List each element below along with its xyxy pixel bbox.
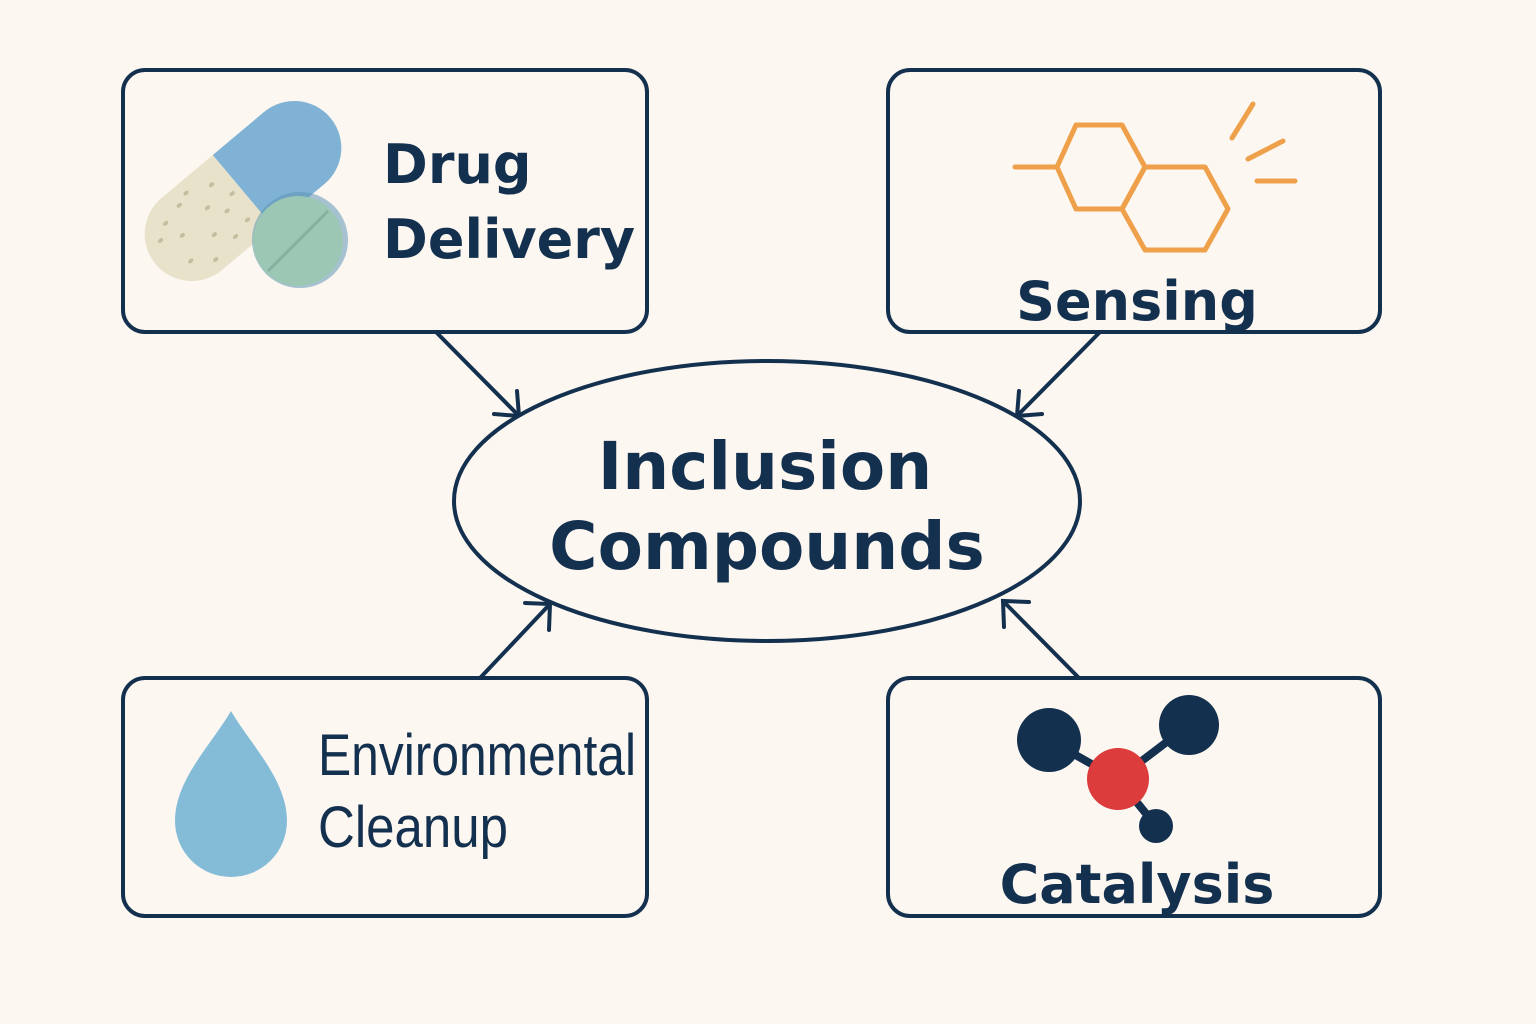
environmental-cleanup-label-line1: Environmental xyxy=(318,723,636,788)
center-node: Inclusion Compounds xyxy=(452,359,1082,643)
sensing-frame xyxy=(886,68,1382,334)
environmental-cleanup-box: Environmental Cleanup xyxy=(121,676,649,918)
catalysis-box: Catalysis xyxy=(886,676,1382,918)
center-title-line2: Compounds xyxy=(549,508,985,585)
arrow-environmental-to-center xyxy=(479,601,553,679)
water-drop-icon xyxy=(175,711,287,877)
drug-delivery-label-line1: Drug xyxy=(383,133,532,196)
center-title-line1: Inclusion xyxy=(598,428,933,505)
environmental-cleanup-label-line2: Cleanup xyxy=(318,795,508,860)
drug-delivery-label-line2: Delivery xyxy=(383,208,635,271)
arrow-drug-delivery-to-center xyxy=(435,331,522,419)
center-ellipse xyxy=(452,359,1082,643)
pill-capsule-icon xyxy=(144,100,348,288)
arrow-catalysis-to-center xyxy=(1000,598,1080,679)
drug-delivery-box: Drug Delivery xyxy=(121,68,649,334)
sensing-box: Sensing xyxy=(886,68,1382,334)
catalysis-label: Catalysis xyxy=(1000,853,1275,916)
hexagon-molecule-icon xyxy=(1012,101,1298,253)
molecule-icon xyxy=(1017,695,1219,843)
sensing-label: Sensing xyxy=(1016,270,1258,333)
arrow-sensing-to-center xyxy=(1014,331,1101,419)
